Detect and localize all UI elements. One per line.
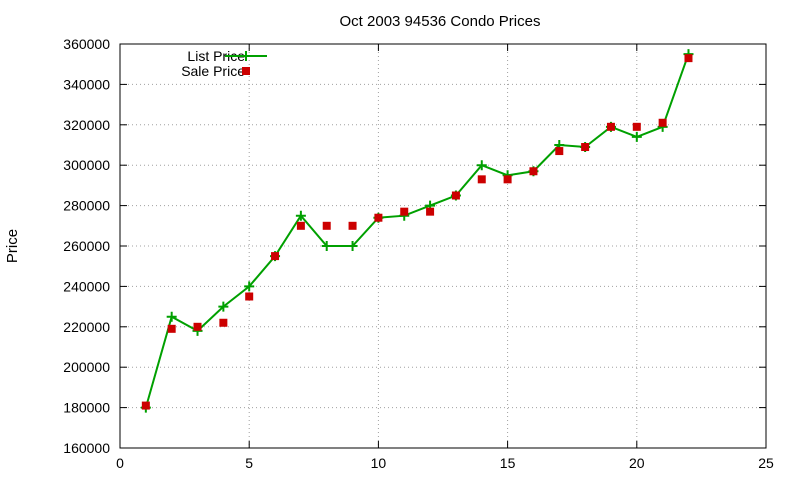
list-price-point [347, 241, 358, 251]
sale-price-point [167, 324, 176, 333]
legend-label: Sale Price [181, 63, 245, 79]
sale-price-point [322, 221, 331, 230]
list-price-line [144, 53, 690, 408]
y-tick-label: 300000 [63, 157, 110, 173]
sale-price-point [193, 322, 202, 331]
sale-price-point [271, 252, 280, 261]
chart-title: Oct 2003 94536 Condo Prices [340, 13, 541, 30]
sale-price-point [374, 213, 383, 222]
sale-price-point [555, 147, 564, 156]
x-tick-label: 20 [629, 455, 645, 471]
y-tick-label: 360000 [63, 36, 110, 52]
sale-price-point [606, 122, 615, 131]
sale-price-point [296, 221, 305, 230]
sale-price-point [348, 221, 357, 230]
sale-price-point [477, 175, 486, 184]
y-tick-label: 240000 [63, 278, 110, 294]
list-price-point [218, 301, 229, 312]
sale-price-point [141, 401, 150, 410]
list-price-point [295, 210, 306, 221]
list-price-point [166, 311, 177, 322]
legend-label: List Price [187, 48, 245, 64]
sale-price-point [245, 292, 254, 301]
sale-price-point [503, 175, 512, 184]
y-tick-label: 220000 [63, 319, 110, 335]
legend-cross-swatch [241, 51, 251, 61]
y-tick-label: 160000 [63, 440, 110, 456]
x-tick-label: 5 [245, 455, 253, 471]
sale-price-point [426, 207, 435, 216]
axes: 0 5 10 15 20 25 160000 180000 200000 220000 240000… [63, 36, 774, 471]
sale-price-point [658, 118, 667, 127]
list-price-point [244, 281, 255, 292]
plot-area [140, 49, 694, 413]
sale-price-point [400, 207, 409, 216]
y-tick-label: 280000 [63, 198, 110, 214]
y-tick-label: 340000 [63, 76, 110, 92]
legend-square-swatch [242, 67, 250, 75]
list-price-point [476, 160, 487, 171]
x-tick-label: 0 [116, 455, 124, 471]
y-tick-label: 320000 [63, 117, 110, 133]
sale-price-point [581, 143, 590, 152]
list-price-point [631, 131, 642, 142]
list-price-point [321, 241, 332, 251]
sale-price-point [684, 54, 693, 63]
y-tick-label: 260000 [63, 238, 110, 254]
x-tick-label: 10 [371, 455, 387, 471]
plot-frame [119, 43, 767, 449]
y-tick-label: 200000 [63, 359, 110, 375]
grid [120, 44, 766, 448]
y-axis-label: Price [4, 229, 21, 263]
sale-price-point [632, 122, 641, 131]
sale-price-point [451, 191, 460, 200]
x-tick-label: 25 [758, 455, 774, 471]
x-tick-label: 15 [500, 455, 516, 471]
y-tick-label: 180000 [63, 400, 110, 416]
sale-price-point [529, 167, 538, 176]
sale-price-point [219, 318, 228, 327]
